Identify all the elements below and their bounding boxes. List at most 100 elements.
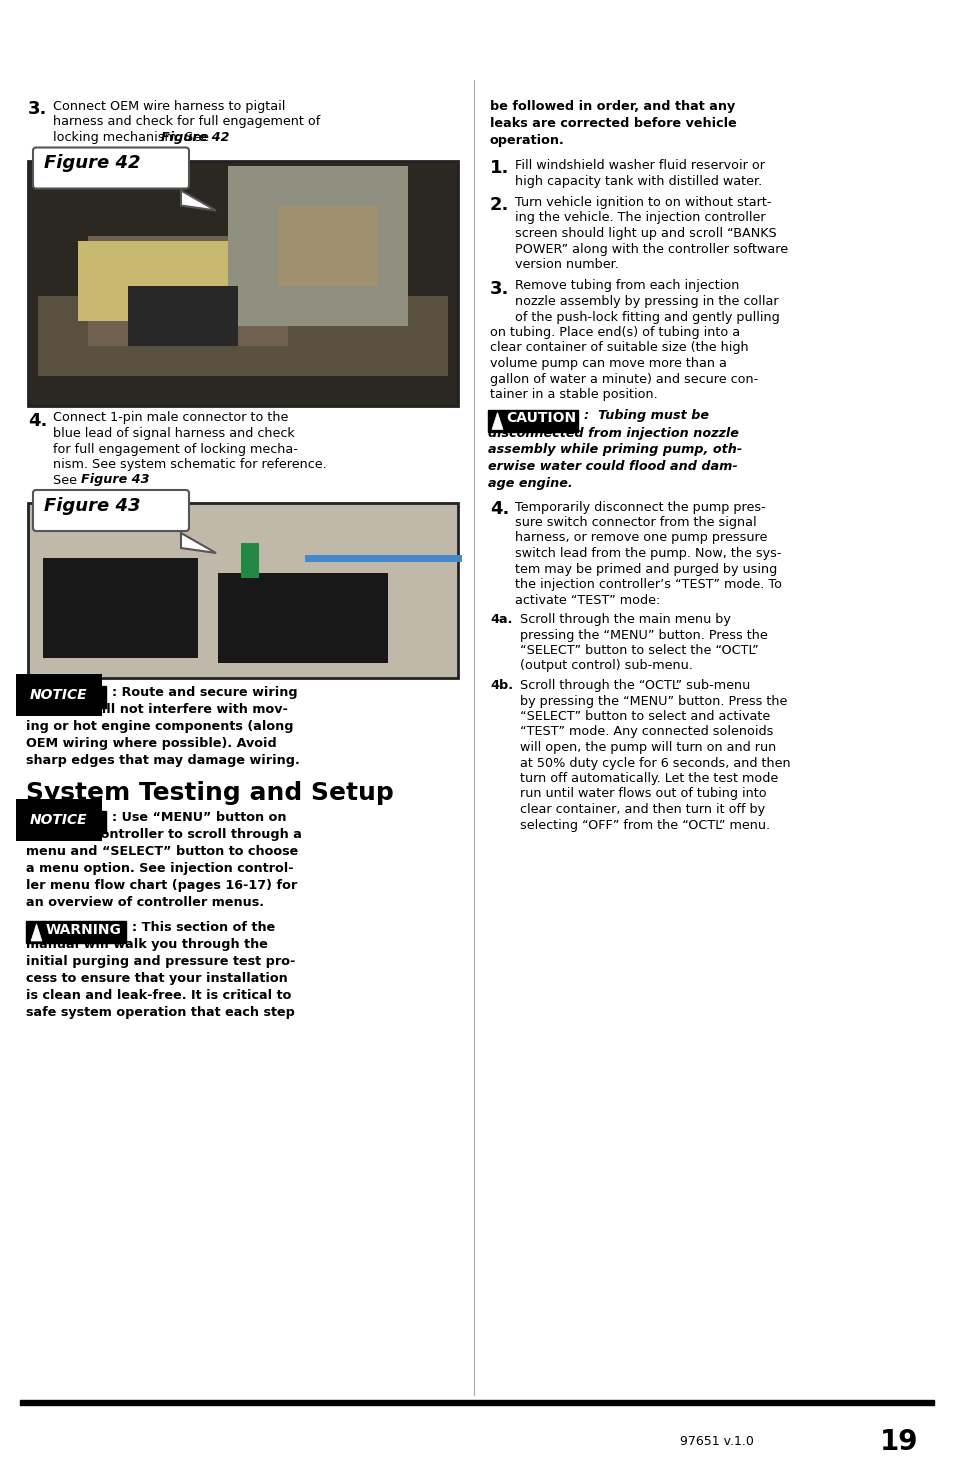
- Bar: [26, 920, 126, 943]
- Text: pressing the “MENU” button. Press the: pressing the “MENU” button. Press the: [519, 628, 767, 642]
- Text: 1.: 1.: [490, 159, 509, 177]
- Text: activate “TEST” mode:: activate “TEST” mode:: [515, 593, 659, 606]
- Text: Scroll through the main menu by: Scroll through the main menu by: [519, 614, 730, 625]
- Polygon shape: [181, 190, 215, 211]
- Text: 3.: 3.: [490, 279, 509, 298]
- Text: locking mechanism. See: locking mechanism. See: [53, 131, 213, 145]
- Text: (output control) sub-menu.: (output control) sub-menu.: [519, 659, 692, 673]
- Text: Connect 1-pin male connector to the: Connect 1-pin male connector to the: [53, 412, 288, 425]
- Bar: [26, 686, 106, 708]
- Text: : Use “MENU” button on: : Use “MENU” button on: [112, 811, 286, 825]
- Text: by pressing the “MENU” button. Press the: by pressing the “MENU” button. Press the: [519, 695, 786, 708]
- Text: : Route and secure wiring: : Route and secure wiring: [112, 686, 297, 699]
- Text: WARNING: WARNING: [46, 923, 122, 937]
- Text: run until water flows out of tubing into: run until water flows out of tubing into: [519, 788, 766, 801]
- Text: harness and check for full engagement of: harness and check for full engagement of: [53, 115, 320, 128]
- Text: a menu option. See injection control-: a menu option. See injection control-: [26, 861, 294, 875]
- Text: turn off automatically. Let the test mode: turn off automatically. Let the test mod…: [519, 771, 778, 785]
- Text: ler menu flow chart (pages 16-17) for: ler menu flow chart (pages 16-17) for: [26, 879, 297, 892]
- Text: Connect OEM wire harness to pigtail: Connect OEM wire harness to pigtail: [53, 100, 285, 114]
- Bar: [20, 1400, 933, 1406]
- Text: cess to ensure that your installation: cess to ensure that your installation: [26, 972, 288, 985]
- Text: volume pump can move more than a: volume pump can move more than a: [490, 357, 726, 370]
- Bar: [88, 236, 288, 345]
- Text: high capacity tank with distilled water.: high capacity tank with distilled water.: [515, 174, 761, 187]
- FancyBboxPatch shape: [33, 148, 189, 189]
- Text: safe system operation that each step: safe system operation that each step: [26, 1006, 294, 1019]
- Bar: [241, 543, 258, 578]
- Text: screen should light up and scroll “BANKS: screen should light up and scroll “BANKS: [515, 227, 776, 240]
- Bar: [228, 165, 408, 326]
- Text: “SELECT” button to select the “OCTL”: “SELECT” button to select the “OCTL”: [519, 645, 758, 656]
- Text: tem may be primed and purged by using: tem may be primed and purged by using: [515, 562, 777, 575]
- Text: POWER” along with the controller software: POWER” along with the controller softwar…: [515, 242, 787, 255]
- Text: at 50% duty cycle for 6 seconds, and then: at 50% duty cycle for 6 seconds, and the…: [519, 757, 790, 770]
- Text: version number.: version number.: [515, 258, 618, 271]
- Bar: [38, 295, 448, 376]
- Text: NOTICE: NOTICE: [30, 687, 88, 702]
- Text: nism. See system schematic for reference.: nism. See system schematic for reference…: [53, 459, 327, 471]
- Text: “SELECT” button to select and activate: “SELECT” button to select and activate: [519, 709, 769, 723]
- Text: for full engagement of locking mecha-: for full engagement of locking mecha-: [53, 442, 297, 456]
- Bar: [28, 503, 457, 678]
- Text: Figure 42: Figure 42: [44, 155, 140, 173]
- Text: CAUTION: CAUTION: [505, 412, 576, 425]
- Polygon shape: [181, 532, 215, 553]
- Text: injection controller to scroll through a: injection controller to scroll through a: [26, 827, 301, 841]
- Text: gallon of water a minute) and secure con-: gallon of water a minute) and secure con…: [490, 373, 758, 385]
- FancyBboxPatch shape: [33, 490, 189, 531]
- Text: : This section of the: : This section of the: [132, 920, 275, 934]
- Bar: [28, 161, 457, 406]
- Bar: [26, 811, 106, 833]
- Bar: [43, 558, 198, 658]
- Text: operation.: operation.: [490, 134, 564, 148]
- Text: “TEST” mode. Any connected solenoids: “TEST” mode. Any connected solenoids: [519, 726, 773, 739]
- Text: 4a.: 4a.: [490, 614, 512, 625]
- Text: selecting “OFF” from the “OCTL” menu.: selecting “OFF” from the “OCTL” menu.: [519, 819, 769, 832]
- Text: 4b.: 4b.: [490, 678, 513, 692]
- Text: NOTICE: NOTICE: [30, 813, 88, 827]
- Text: of the push-lock fitting and gently pulling: of the push-lock fitting and gently pull…: [515, 311, 779, 323]
- Text: nozzle assembly by pressing in the collar: nozzle assembly by pressing in the colla…: [515, 295, 778, 308]
- Bar: [218, 572, 388, 662]
- Text: sharp edges that may damage wiring.: sharp edges that may damage wiring.: [26, 754, 299, 767]
- Text: Figure 43: Figure 43: [81, 473, 150, 487]
- Text: 19: 19: [879, 1428, 918, 1456]
- Text: 4.: 4.: [490, 500, 509, 519]
- Text: Temporarily disconnect the pump pres-: Temporarily disconnect the pump pres-: [515, 500, 765, 513]
- Text: where it will not interfere with mov-: where it will not interfere with mov-: [26, 704, 288, 715]
- Text: Scroll through the “OCTL” sub-menu: Scroll through the “OCTL” sub-menu: [519, 678, 749, 692]
- Text: 3.: 3.: [28, 100, 48, 118]
- Text: will open, the pump will turn on and run: will open, the pump will turn on and run: [519, 740, 776, 754]
- Text: age engine.: age engine.: [488, 478, 572, 491]
- Text: See: See: [53, 473, 81, 487]
- Text: 97651 v.1.0: 97651 v.1.0: [679, 1435, 753, 1448]
- Text: blue lead of signal harness and check: blue lead of signal harness and check: [53, 426, 294, 440]
- Text: System Testing and Setup: System Testing and Setup: [26, 780, 394, 805]
- Text: clear container of suitable size (the high: clear container of suitable size (the hi…: [490, 342, 748, 354]
- Text: Turn vehicle ignition to on without start-: Turn vehicle ignition to on without star…: [515, 196, 771, 209]
- Text: ing the vehicle. The injection controller: ing the vehicle. The injection controlle…: [515, 211, 765, 224]
- Bar: [488, 410, 578, 432]
- Text: be followed in order, and that any: be followed in order, and that any: [490, 100, 735, 114]
- Text: is clean and leak-free. It is critical to: is clean and leak-free. It is critical t…: [26, 990, 291, 1002]
- Text: Figure 43: Figure 43: [44, 497, 140, 515]
- Text: the injection controller’s “TEST” mode. To: the injection controller’s “TEST” mode. …: [515, 578, 781, 591]
- Text: disconnected from injection nozzle: disconnected from injection nozzle: [488, 426, 739, 440]
- Text: leaks are corrected before vehicle: leaks are corrected before vehicle: [490, 117, 736, 130]
- Polygon shape: [492, 413, 502, 429]
- Text: on tubing. Place end(s) of tubing into a: on tubing. Place end(s) of tubing into a: [490, 326, 740, 339]
- Text: sure switch connector from the signal: sure switch connector from the signal: [515, 516, 756, 530]
- Text: clear container, and then turn it off by: clear container, and then turn it off by: [519, 802, 764, 816]
- Text: OEM wiring where possible). Avoid: OEM wiring where possible). Avoid: [26, 738, 276, 749]
- Text: ing or hot engine components (along: ing or hot engine components (along: [26, 720, 294, 733]
- Text: 2.: 2.: [490, 196, 509, 214]
- Polygon shape: [30, 923, 42, 941]
- Bar: [128, 286, 237, 345]
- Text: harness, or remove one pump pressure: harness, or remove one pump pressure: [515, 531, 766, 544]
- Text: tainer in a stable position.: tainer in a stable position.: [490, 388, 657, 401]
- Bar: [277, 205, 377, 286]
- Text: :  Tubing must be: : Tubing must be: [583, 410, 708, 422]
- Text: an overview of controller menus.: an overview of controller menus.: [26, 895, 264, 909]
- Text: 4.: 4.: [28, 412, 48, 429]
